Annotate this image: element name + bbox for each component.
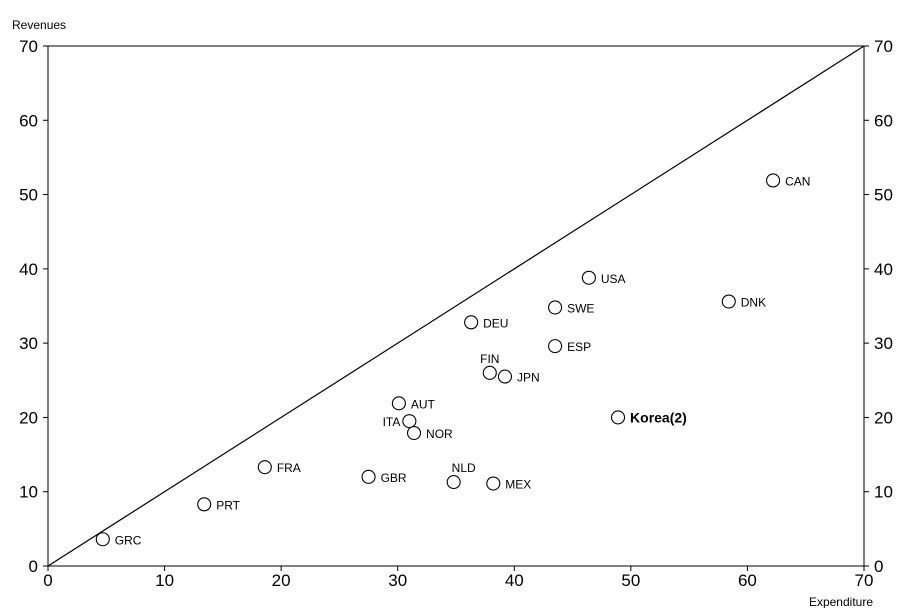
y-tick-right-label: 10 [874,483,893,502]
y-tick-right-label: 40 [874,260,893,279]
data-point [446,475,461,490]
point-label: PRT [216,498,240,512]
x-tick-label: 30 [388,571,407,590]
x-tick-label: 60 [738,571,757,590]
point-label: USA [601,272,626,286]
point-label: Korea(2) [630,409,687,425]
y-tick-right-label: 70 [874,37,893,56]
x-tick-label: 40 [505,571,524,590]
point-label: NOR [426,427,453,441]
data-point [464,315,479,330]
data-point [95,532,110,547]
point-label: GBR [381,471,407,485]
point-label: ESP [567,340,591,354]
y-tick-right-label: 0 [874,557,883,576]
data-point [610,410,626,425]
data-point [497,369,513,384]
data-point [361,469,376,484]
data-point [721,294,736,309]
y-tick-right-label: 30 [874,334,893,353]
x-axis-title: Expenditure [809,595,873,608]
data-point [406,425,422,441]
data-point [548,339,563,354]
x-tick-label: 20 [272,571,291,590]
y-tick-right-label: 60 [874,111,893,130]
y-axis-title: Revenues [12,18,66,32]
y-tick-left-label: 70 [19,37,38,56]
point-label: CAN [785,174,810,188]
y-tick-left-label: 0 [29,557,38,576]
data-point [548,300,563,315]
y-tick-right-label: 50 [874,186,893,205]
x-tick-label: 10 [155,571,174,590]
point-label: AUT [411,397,436,411]
x-tick-label: 70 [855,571,874,590]
point-label: FIN [480,352,499,366]
data-point [486,476,501,491]
data-point [197,497,212,512]
y-tick-left-label: 60 [19,111,38,130]
point-label: DEU [483,316,508,330]
point-label: ITA [383,415,401,429]
data-point [402,414,417,429]
data-point [482,365,497,380]
plot-frame [47,45,865,567]
y-tick-left-label: 30 [19,334,38,353]
point-label: FRA [277,461,301,475]
data-point [766,173,781,188]
x-tick-label: 50 [621,571,640,590]
x-tick-label: 0 [43,571,52,590]
point-label: NLD [452,461,476,475]
data-point [391,396,406,411]
y-tick-left-label: 40 [19,260,38,279]
y-tick-left-label: 50 [19,186,38,205]
point-label: DNK [741,296,766,310]
data-point [581,270,596,285]
y-tick-left-label: 20 [19,408,38,427]
point-label: JPN [517,371,540,385]
point-label: SWE [567,301,594,315]
point-label: MEX [505,478,531,492]
y-tick-right-label: 20 [874,408,893,427]
point-label: GRC [115,533,142,547]
y-tick-left-label: 10 [19,483,38,502]
reference-line [47,45,865,567]
data-point [257,460,272,475]
